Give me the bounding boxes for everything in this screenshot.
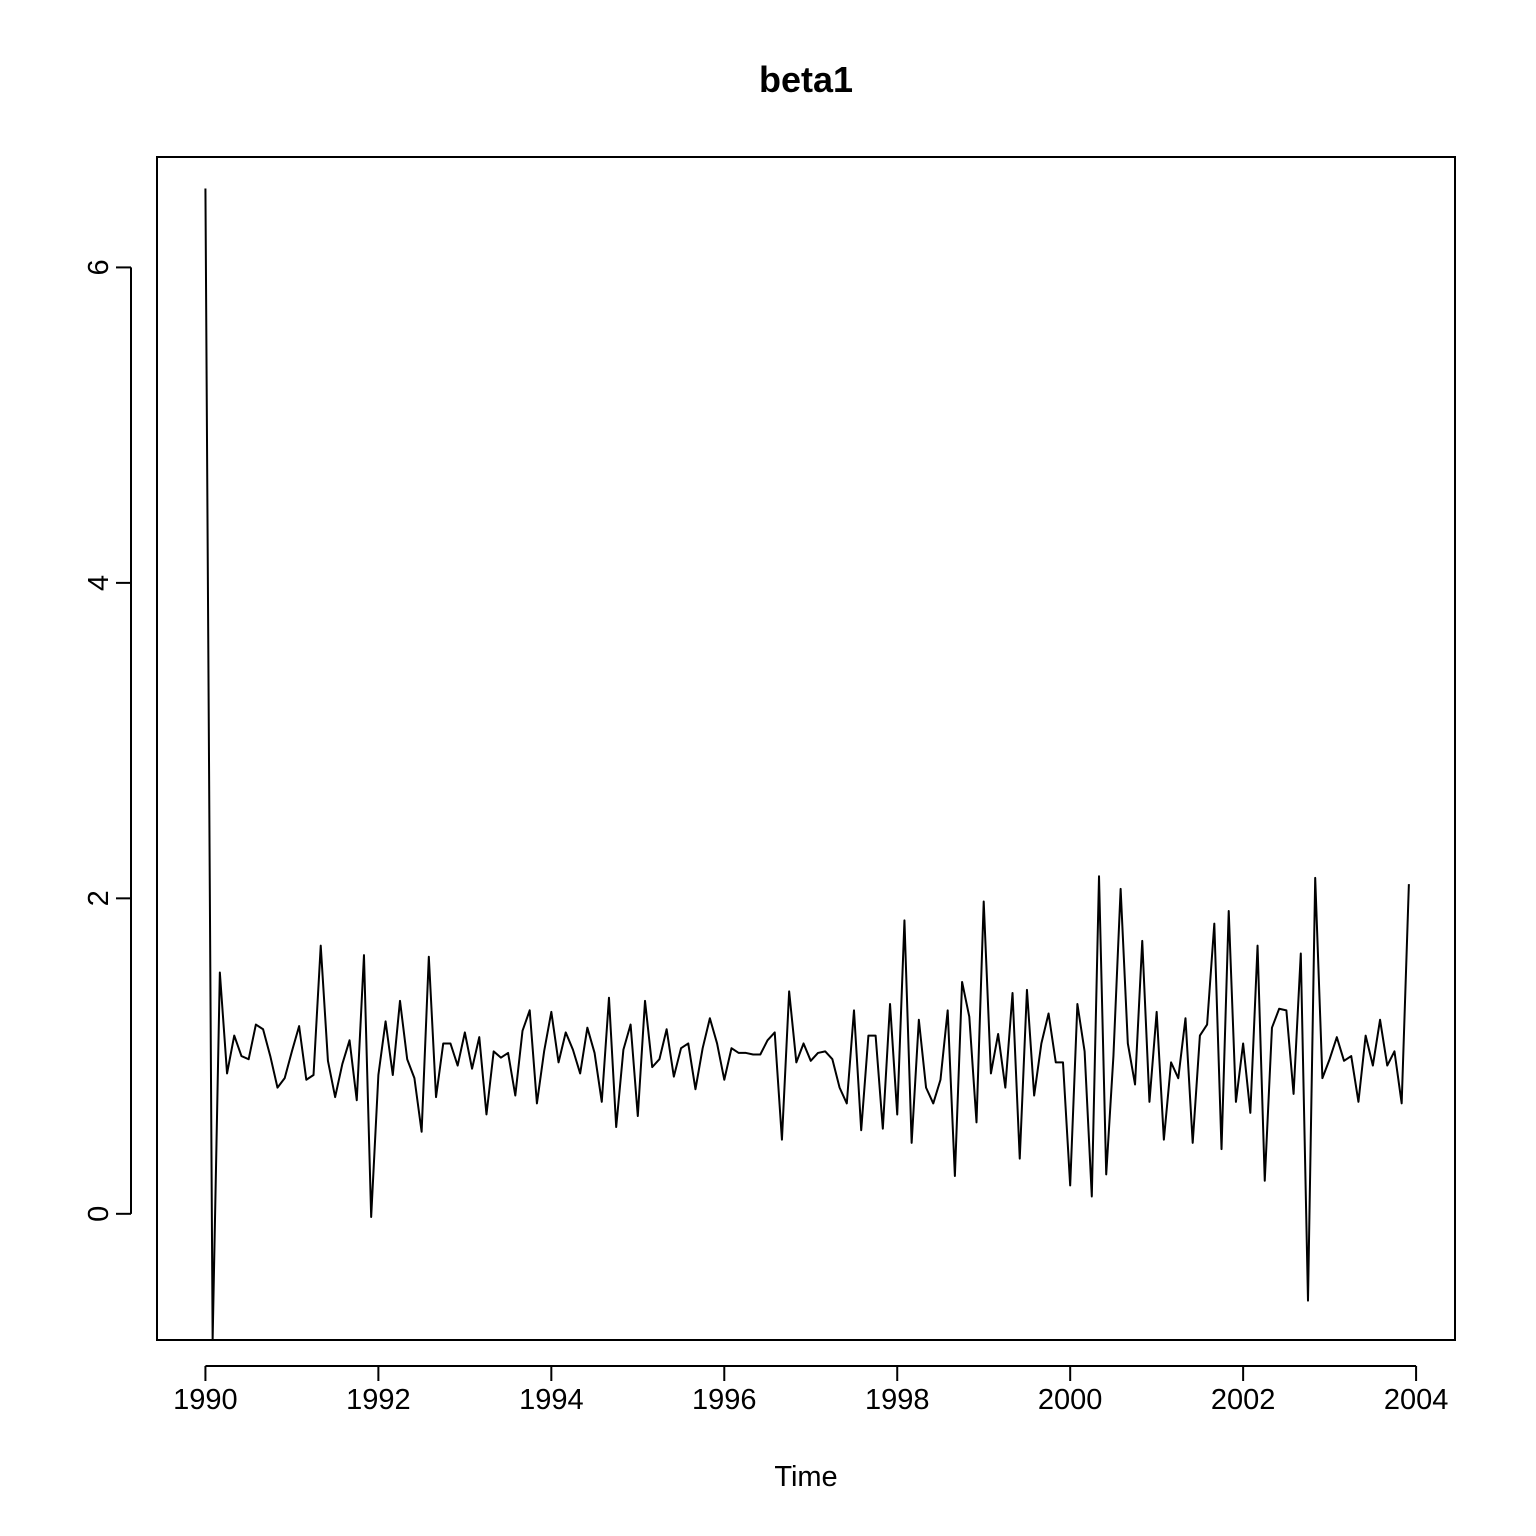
x-tick-label: 1998 — [865, 1384, 930, 1416]
y-tick-label: 2 — [83, 890, 115, 906]
x-tick-label: 1990 — [173, 1384, 238, 1416]
x-tick-label: 2002 — [1211, 1384, 1276, 1416]
plot-frame — [156, 156, 1456, 1341]
x-tick-label: 2000 — [1038, 1384, 1103, 1416]
x-tick-label: 1996 — [692, 1384, 757, 1416]
x-tick-label: 1994 — [519, 1384, 584, 1416]
x-tick-label: 1992 — [346, 1384, 411, 1416]
y-tick-label: 4 — [83, 575, 115, 591]
series-line — [204, 188, 1410, 1341]
x-axis: 1990 1992 1994 1996 1998 2000 2002 2004 — [173, 1365, 1449, 1416]
y-tick-label: 6 — [83, 259, 115, 275]
chart-title: beta1 — [759, 59, 853, 100]
y-tick-label: 0 — [83, 1206, 115, 1222]
y-axis: 0 2 4 6 — [83, 259, 132, 1222]
x-tick-label: 2004 — [1384, 1384, 1449, 1416]
x-axis-label: Time — [774, 1461, 837, 1493]
